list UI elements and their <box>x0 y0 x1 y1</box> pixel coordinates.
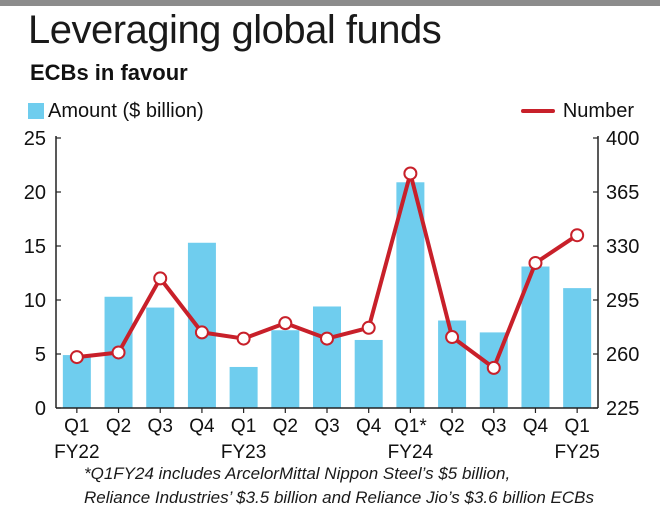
footnote-line-2: Reliance Industries’ $3.5 billion and Re… <box>84 488 594 507</box>
right-tick-label-1: 260 <box>606 344 639 366</box>
x-tick-label-11: Q3 <box>481 416 506 437</box>
right-tick-label-4: 365 <box>606 182 639 204</box>
number-point-9 <box>403 166 418 181</box>
number-point-10 <box>445 330 460 345</box>
number-point-2 <box>111 345 126 360</box>
number-point-12 <box>528 255 543 270</box>
right-tick-label-3: 330 <box>606 236 639 258</box>
legend-bar-swatch <box>28 103 44 119</box>
number-point-6 <box>278 316 293 331</box>
number-point-11 <box>486 360 501 375</box>
left-tick-label-5: 25 <box>24 128 46 150</box>
x-tick-label-7: Q3 <box>314 416 339 437</box>
x-tick-label-1: Q1 <box>64 416 89 437</box>
left-tick-label-1: 5 <box>35 344 46 366</box>
left-tick-label-4: 20 <box>24 182 46 204</box>
fiscal-year-label-2: FY24 <box>388 442 434 463</box>
left-tick-label-0: 0 <box>35 398 46 420</box>
x-tick-label-3: Q3 <box>148 416 173 437</box>
number-point-5 <box>236 331 251 346</box>
fiscal-year-label-3: FY25 <box>554 442 599 463</box>
left-tick-label-2: 10 <box>24 290 46 312</box>
x-tick-label-4: Q4 <box>189 416 215 437</box>
x-tick-label-12: Q4 <box>523 416 549 437</box>
top-rule <box>0 0 660 6</box>
chart-subtitle: ECBs in favour <box>30 60 188 85</box>
amount-bar-4 <box>187 242 216 408</box>
legend-number-label: Number <box>562 99 634 122</box>
footnote-line-1: *Q1FY24 includes ArcelorMittal Nippon St… <box>84 464 511 483</box>
amount-bar-5 <box>229 366 258 408</box>
legend-number: Number <box>520 99 634 122</box>
left-tick-label-3: 15 <box>24 236 46 258</box>
legend-line-swatch <box>520 109 555 113</box>
amount-bar-7 <box>313 306 341 408</box>
x-tick-label-10: Q2 <box>439 416 464 437</box>
number-point-3 <box>153 271 168 286</box>
x-tick-label-6: Q2 <box>273 416 298 437</box>
legend-amount-label: Amount ($ billion) <box>48 99 204 122</box>
x-tick-label-5: Q1 <box>231 416 256 437</box>
x-tick-label-9: Q1* <box>394 416 427 437</box>
page-title: Leveraging global funds <box>28 8 442 52</box>
right-tick-label-2: 295 <box>606 290 639 312</box>
x-tick-label-2: Q2 <box>106 416 131 437</box>
number-point-13 <box>570 228 585 243</box>
number-point-7 <box>320 331 334 346</box>
amount-bar-9 <box>396 182 425 408</box>
right-tick-label-5: 400 <box>606 128 639 150</box>
right-tick-label-0: 225 <box>606 398 639 420</box>
x-tick-label-13: Q1 <box>564 416 589 437</box>
amount-bar-6 <box>271 330 300 408</box>
x-tick-label-8: Q4 <box>356 416 382 437</box>
number-point-8 <box>361 320 376 335</box>
fiscal-year-label-0: FY22 <box>54 442 99 463</box>
amount-bar-13 <box>563 288 592 408</box>
number-point-1 <box>69 350 84 365</box>
amount-bar-3 <box>146 307 175 408</box>
fiscal-year-label-1: FY23 <box>221 442 266 463</box>
amount-bar-8 <box>354 339 383 408</box>
number-point-4 <box>194 325 209 340</box>
legend-amount: Amount ($ billion) <box>28 100 204 122</box>
footnote: *Q1FY24 includes ArcelorMittal Nippon St… <box>84 462 594 510</box>
